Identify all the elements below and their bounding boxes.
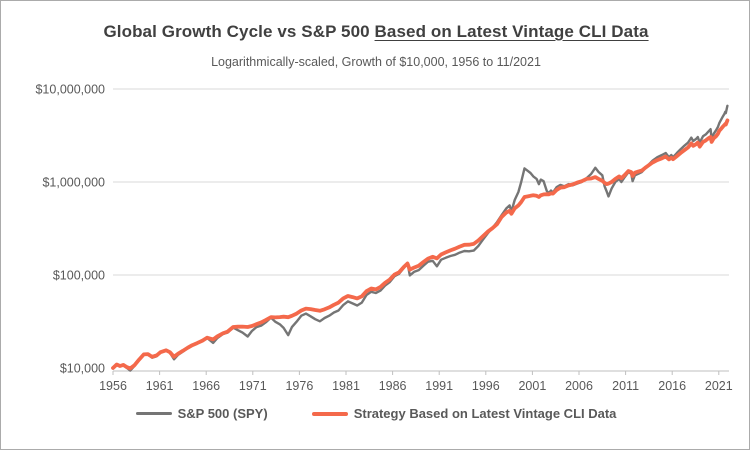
x-axis-label: 1961: [146, 379, 174, 393]
y-axis-label: $100,000: [53, 269, 105, 283]
spy-line-swatch: [135, 412, 172, 415]
x-axis-label: 2016: [658, 379, 686, 393]
y-axis-label: $10,000: [60, 362, 105, 376]
y-axis-label: $1,000,000: [42, 176, 105, 190]
x-axis-label: 1996: [472, 379, 500, 393]
legend-item-strategy: Strategy Based on Latest Vintage CLI Dat…: [311, 406, 617, 421]
strategy-line-swatch: [311, 411, 348, 416]
strategy-line: [111, 118, 730, 371]
legend-label-strategy: Strategy Based on Latest Vintage CLI Dat…: [353, 406, 617, 421]
x-axis-label: 2001: [518, 379, 546, 393]
x-axis-label: 2006: [565, 379, 593, 393]
x-axis-label: 2021: [705, 379, 733, 393]
chart-title-underlined: Based on Latest Vintage CLI Data: [374, 22, 649, 41]
y-axis-label: $10,000,000: [35, 83, 105, 97]
legend-item-spy: S&P 500 (SPY): [135, 406, 268, 421]
x-axis-label: 1956: [99, 379, 127, 393]
chart-subtitle: Logarithmically-scaled, Growth of $10,00…: [211, 55, 541, 69]
x-axis-label: 2011: [612, 379, 639, 393]
x-axis-label: 1966: [192, 379, 220, 393]
legend-label-spy: S&P 500 (SPY): [177, 406, 268, 421]
x-axis-label: 1971: [239, 379, 267, 393]
chart-title: Global Growth Cycle vs S&P 500 Based on …: [1, 22, 749, 42]
x-axis-label: 1976: [285, 379, 313, 393]
x-axis-label: 1981: [332, 379, 360, 393]
x-axis-label: 1986: [379, 379, 407, 393]
x-axis-label: 1991: [425, 379, 453, 393]
chart-legend: S&P 500 (SPY) Strategy Based on Latest V…: [1, 406, 749, 421]
spy-line: [111, 104, 729, 372]
chart-title-main: Global Growth Cycle vs S&P 500: [103, 22, 375, 41]
